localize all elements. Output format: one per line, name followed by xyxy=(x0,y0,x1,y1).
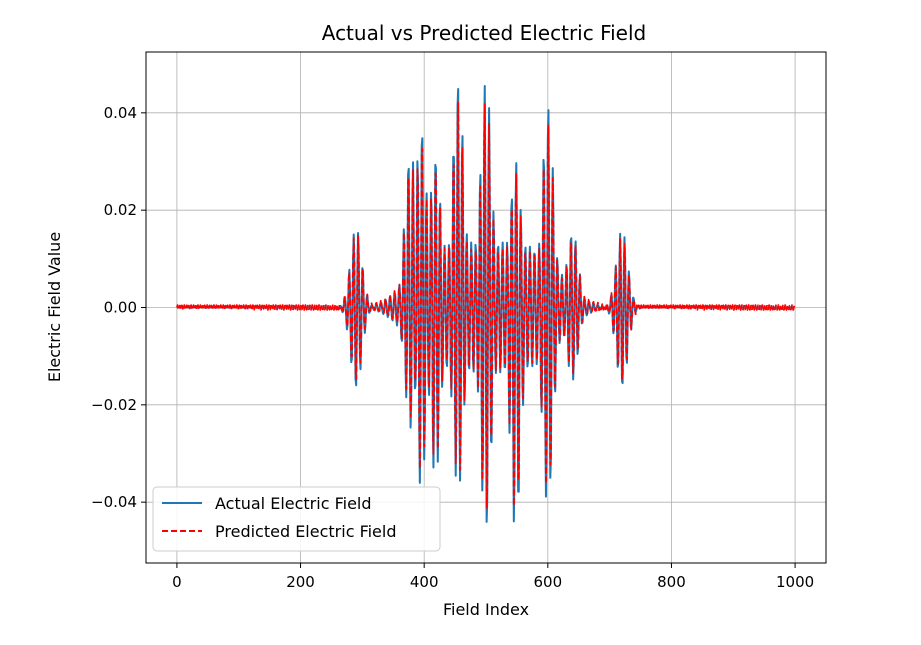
y-tick-label: −0.02 xyxy=(91,396,137,414)
axis-ticks: 0 200 400 600 800 1000 −0.04 −0.02 0.00 0.02 0.04 xyxy=(91,104,814,591)
legend: Actual Electric Field Predicted Electric… xyxy=(152,486,441,552)
series-layer xyxy=(176,85,796,523)
y-tick-label: 0.02 xyxy=(104,201,137,219)
x-axis-label: Field Index xyxy=(443,600,529,619)
y-tick-label: 0.00 xyxy=(104,299,137,317)
legend-box xyxy=(152,486,441,552)
x-tick-label: 600 xyxy=(533,573,562,591)
legend-predicted-label: Predicted Electric Field xyxy=(215,522,397,541)
x-tick-label: 400 xyxy=(410,573,439,591)
chart-title: Actual vs Predicted Electric Field xyxy=(322,21,647,45)
y-axis-label: Electric Field Value xyxy=(45,232,64,382)
x-tick-label: 200 xyxy=(286,573,315,591)
predicted-series-line xyxy=(176,101,796,509)
y-tick-label: −0.04 xyxy=(91,493,137,511)
x-tick-label: 0 xyxy=(172,573,182,591)
legend-actual-label: Actual Electric Field xyxy=(215,494,372,513)
y-tick-label: 0.04 xyxy=(104,104,137,122)
x-tick-label: 800 xyxy=(657,573,686,591)
x-tick-label: 1000 xyxy=(776,573,814,591)
